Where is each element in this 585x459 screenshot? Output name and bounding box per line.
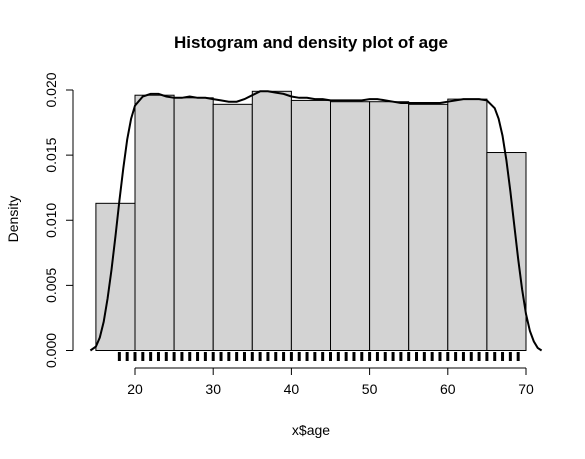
density-curve xyxy=(89,90,543,352)
x-tick-label-4: 60 xyxy=(440,381,456,397)
chart-title: Histogram and density plot of age xyxy=(174,33,448,52)
x-tick-label-1: 30 xyxy=(205,381,221,397)
histogram-bar-2 xyxy=(173,97,214,351)
y-tick-label-3: 0.015 xyxy=(43,137,59,172)
density-curve-group xyxy=(89,90,543,352)
histogram-bar-7 xyxy=(369,101,410,351)
y-tick-label-1: 0.005 xyxy=(43,268,59,303)
histogram-bar-5 xyxy=(290,99,331,351)
y-tick-label-2: 0.010 xyxy=(43,203,59,238)
x-tick-label-2: 40 xyxy=(284,381,300,397)
histogram-bars xyxy=(95,90,527,352)
histogram-bar-1 xyxy=(134,94,175,351)
histogram-bar-4 xyxy=(251,90,292,352)
y-tick-label-4: 0.020 xyxy=(43,72,59,107)
x-axis-label: x$age xyxy=(292,422,330,438)
rug-marks xyxy=(117,352,520,361)
y-tick-label-0: 0.000 xyxy=(43,333,59,368)
histogram-bar-3 xyxy=(212,103,253,351)
x-tick-label-3: 50 xyxy=(362,381,378,397)
x-tick-label-0: 20 xyxy=(127,381,143,397)
histogram-bar-8 xyxy=(408,103,449,351)
histogram-bar-6 xyxy=(330,101,371,351)
histogram-bar-10 xyxy=(486,152,527,351)
histogram-bar-9 xyxy=(447,98,488,352)
x-axis: 20 30 40 50 60 70 xyxy=(127,367,534,397)
y-axis: 0.000 0.005 0.010 0.015 0.020 xyxy=(43,72,74,368)
y-axis-label: Density xyxy=(5,196,21,243)
x-tick-label-5: 70 xyxy=(518,381,534,397)
